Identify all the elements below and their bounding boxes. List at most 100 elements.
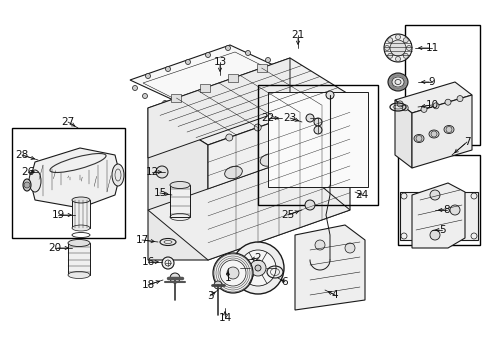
Polygon shape [395, 82, 472, 113]
Circle shape [385, 45, 390, 50]
Circle shape [403, 53, 408, 58]
Circle shape [445, 99, 451, 105]
Text: 26: 26 [22, 167, 35, 177]
Circle shape [225, 45, 230, 50]
Circle shape [243, 102, 247, 107]
Text: 28: 28 [15, 150, 28, 160]
Circle shape [146, 73, 150, 78]
Circle shape [314, 126, 322, 134]
Circle shape [457, 96, 463, 102]
Ellipse shape [68, 239, 90, 247]
Text: 6: 6 [282, 277, 288, 287]
Circle shape [283, 114, 290, 121]
Text: 11: 11 [425, 43, 439, 53]
Circle shape [388, 38, 392, 43]
Text: 23: 23 [283, 113, 296, 123]
Circle shape [186, 59, 191, 64]
Bar [400, 192, 478, 240]
Ellipse shape [429, 130, 439, 138]
Bar [200, 84, 210, 92]
Text: 22: 22 [261, 113, 274, 123]
Circle shape [421, 107, 427, 112]
Circle shape [24, 182, 30, 188]
Text: 2: 2 [255, 253, 261, 263]
Bar [12, 128, 125, 238]
Circle shape [250, 260, 266, 276]
Circle shape [226, 134, 233, 141]
Text: 20: 20 [49, 243, 62, 253]
Text: 13: 13 [213, 57, 227, 67]
Circle shape [254, 124, 261, 131]
Polygon shape [208, 95, 350, 260]
Text: 18: 18 [142, 280, 155, 290]
Circle shape [162, 257, 174, 269]
Circle shape [416, 135, 422, 141]
Ellipse shape [444, 126, 454, 134]
Circle shape [335, 95, 342, 103]
Ellipse shape [388, 73, 408, 91]
Circle shape [306, 114, 314, 122]
Circle shape [446, 126, 452, 132]
Text: 21: 21 [292, 30, 305, 40]
Ellipse shape [72, 225, 90, 231]
Text: 24: 24 [355, 190, 368, 200]
Circle shape [163, 100, 168, 105]
Text: 25: 25 [281, 210, 294, 220]
Ellipse shape [260, 154, 278, 166]
Circle shape [395, 35, 400, 40]
Text: 10: 10 [425, 100, 439, 110]
Ellipse shape [112, 164, 124, 186]
Circle shape [314, 118, 322, 126]
Circle shape [170, 273, 180, 283]
Text: 19: 19 [51, 210, 65, 220]
Circle shape [255, 265, 261, 271]
Text: 4: 4 [332, 290, 338, 300]
Circle shape [240, 250, 276, 286]
Circle shape [403, 38, 408, 43]
Circle shape [390, 40, 406, 56]
Ellipse shape [23, 179, 31, 191]
Bar [405, 25, 480, 145]
Circle shape [245, 50, 250, 55]
Text: 1: 1 [225, 273, 231, 283]
Circle shape [266, 58, 270, 63]
Circle shape [205, 53, 211, 58]
Circle shape [450, 205, 460, 215]
Circle shape [430, 230, 440, 240]
Circle shape [213, 253, 253, 293]
Polygon shape [30, 148, 120, 208]
Circle shape [388, 53, 392, 58]
Polygon shape [148, 108, 208, 260]
Bar [228, 74, 238, 82]
Ellipse shape [72, 197, 90, 203]
Bar [72, 200, 90, 228]
Text: 7: 7 [464, 137, 470, 147]
Ellipse shape [29, 170, 41, 192]
Circle shape [222, 108, 227, 113]
Circle shape [156, 166, 168, 178]
Circle shape [166, 67, 171, 72]
Circle shape [430, 190, 440, 200]
Polygon shape [295, 225, 365, 310]
Polygon shape [395, 100, 412, 168]
Ellipse shape [448, 206, 462, 214]
Bar [257, 64, 267, 72]
Circle shape [132, 85, 138, 90]
Text: 15: 15 [153, 188, 167, 198]
Ellipse shape [295, 141, 313, 154]
Ellipse shape [430, 223, 450, 233]
Bar [268, 92, 368, 187]
Circle shape [397, 101, 403, 107]
Circle shape [232, 242, 284, 294]
Bar [170, 185, 190, 217]
Bar [258, 85, 378, 205]
Ellipse shape [225, 166, 243, 179]
Text: 27: 27 [61, 117, 74, 127]
Ellipse shape [170, 181, 190, 189]
Polygon shape [412, 183, 465, 248]
Circle shape [214, 281, 222, 289]
Bar [398, 155, 480, 245]
Text: 16: 16 [142, 257, 155, 267]
Bar [68, 243, 90, 275]
Circle shape [305, 200, 315, 210]
